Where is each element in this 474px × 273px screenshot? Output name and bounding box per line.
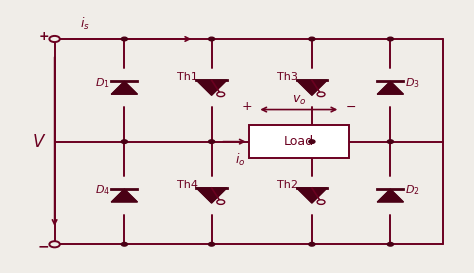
Polygon shape bbox=[196, 188, 227, 203]
Circle shape bbox=[209, 242, 215, 246]
Circle shape bbox=[121, 37, 128, 41]
Text: +: + bbox=[241, 100, 252, 114]
Circle shape bbox=[309, 242, 315, 246]
Text: $D_1$: $D_1$ bbox=[95, 76, 110, 90]
Text: Th3: Th3 bbox=[277, 72, 298, 82]
Polygon shape bbox=[111, 189, 137, 202]
Text: Th1: Th1 bbox=[177, 72, 198, 82]
Polygon shape bbox=[377, 81, 403, 94]
Circle shape bbox=[49, 241, 60, 247]
Circle shape bbox=[217, 200, 225, 204]
Text: −: − bbox=[346, 100, 356, 114]
Polygon shape bbox=[111, 81, 137, 94]
Circle shape bbox=[387, 37, 393, 41]
Text: $v_o$: $v_o$ bbox=[292, 94, 306, 107]
Polygon shape bbox=[377, 189, 403, 202]
Text: $i_o$: $i_o$ bbox=[235, 152, 245, 168]
Bar bbox=[249, 125, 349, 158]
Circle shape bbox=[121, 140, 128, 143]
Circle shape bbox=[317, 92, 325, 97]
Text: $i_s$: $i_s$ bbox=[80, 16, 90, 32]
Circle shape bbox=[209, 37, 215, 41]
Text: $D_2$: $D_2$ bbox=[405, 183, 419, 197]
Circle shape bbox=[317, 200, 325, 204]
Text: Th4: Th4 bbox=[177, 180, 198, 190]
Text: $D_4$: $D_4$ bbox=[95, 183, 110, 197]
Text: $D_3$: $D_3$ bbox=[405, 76, 419, 90]
Text: Th2: Th2 bbox=[277, 180, 299, 190]
Polygon shape bbox=[297, 188, 327, 203]
Polygon shape bbox=[196, 80, 227, 95]
Circle shape bbox=[217, 92, 225, 97]
Text: −: − bbox=[38, 240, 49, 254]
Circle shape bbox=[121, 242, 128, 246]
Circle shape bbox=[387, 140, 393, 143]
Circle shape bbox=[387, 242, 393, 246]
Circle shape bbox=[209, 140, 215, 143]
Text: +: + bbox=[38, 30, 49, 43]
Circle shape bbox=[309, 140, 315, 143]
Polygon shape bbox=[297, 80, 327, 95]
Circle shape bbox=[49, 36, 60, 42]
Circle shape bbox=[309, 37, 315, 41]
Text: Load: Load bbox=[284, 135, 314, 148]
Text: $V$: $V$ bbox=[32, 133, 46, 151]
